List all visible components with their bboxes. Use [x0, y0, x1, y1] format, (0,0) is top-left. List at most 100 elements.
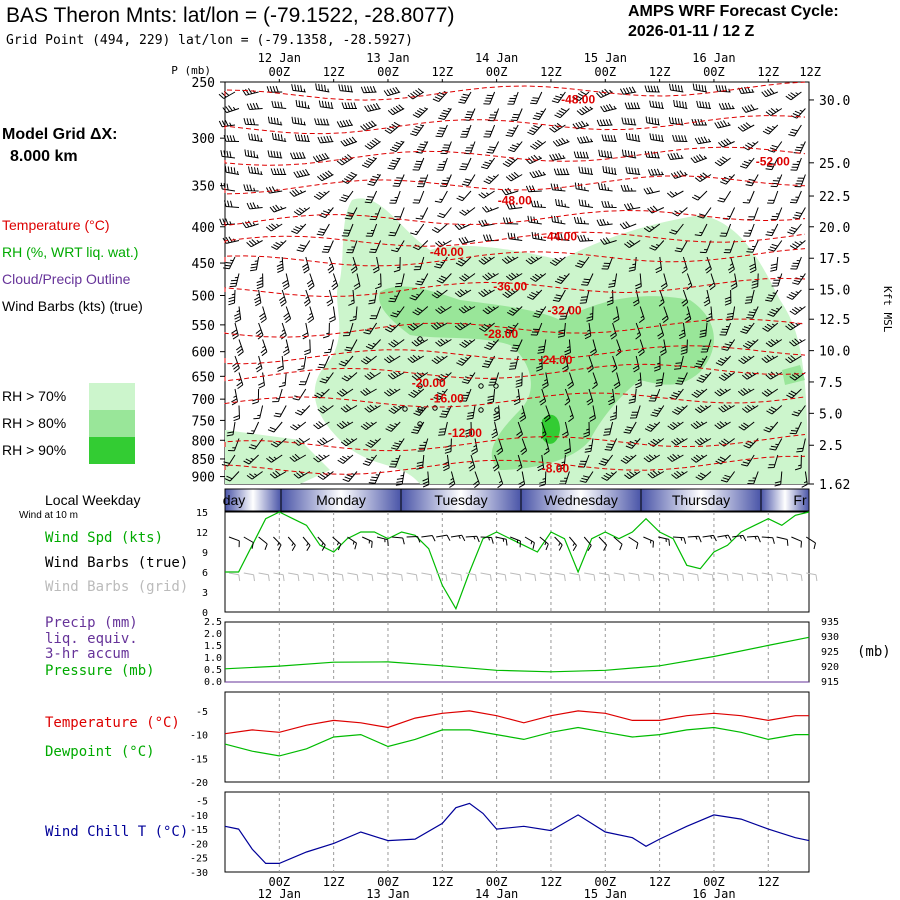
- panel-frame: [224, 791, 810, 873]
- wind-barb: [224, 471, 240, 482]
- wind-barb: [347, 536, 357, 550]
- isotherm-label: -8.00: [542, 461, 570, 475]
- wind-barb: [459, 388, 472, 402]
- wind-chill-tick-label: -30: [190, 868, 208, 879]
- wind-barb: [390, 306, 405, 318]
- wind-barb: [658, 289, 665, 307]
- wind-chill-tick-label: -20: [190, 839, 208, 850]
- wind-barb: [364, 103, 381, 112]
- top-time-tick-label: 12Z: [431, 65, 453, 79]
- wind-barb: [412, 107, 429, 118]
- wind-barb: [699, 240, 712, 254]
- wind-barb: [672, 536, 687, 544]
- wind-barb: [539, 471, 547, 487]
- wind-barb: [741, 404, 759, 413]
- wind-barb: [549, 256, 566, 266]
- top-time-tick-label: 00Z: [703, 65, 725, 79]
- wind-barb: [437, 207, 452, 219]
- pressure-tick-label: 850: [192, 453, 215, 468]
- isotherm-label: -52.00: [756, 155, 790, 169]
- top-time-tick-label: 12Z: [757, 65, 779, 79]
- wind-barb: [551, 91, 566, 104]
- wind-barb: [394, 273, 405, 288]
- wind-barb: [519, 405, 527, 422]
- wind-barb: [730, 273, 738, 290]
- wind-barb: [287, 536, 296, 551]
- wind-barb: [383, 86, 401, 97]
- wind-barb: [687, 572, 699, 582]
- wind-barb: [362, 572, 374, 582]
- wind-barb: [554, 273, 570, 284]
- wind-barb: [564, 438, 571, 455]
- top-date-label: 13 Jan: [366, 51, 409, 65]
- bottom-date-label: 16 Jan: [692, 887, 735, 900]
- bottom-time-tick-label: 00Z: [594, 875, 616, 889]
- wind-barb: [505, 124, 519, 137]
- wind-barb: [412, 306, 429, 316]
- wind-barb: [624, 240, 641, 249]
- wind-barb: [289, 188, 307, 197]
- wind-barb: [532, 108, 547, 121]
- wind-barb: [456, 190, 472, 202]
- wind-barb: [436, 273, 452, 284]
- wind-barb: [317, 437, 334, 446]
- wind-barb: [267, 421, 283, 433]
- wind-barb: [454, 223, 472, 231]
- wind-barb: [791, 572, 803, 582]
- height-tick-label: 10.0: [819, 345, 850, 360]
- isotherm-line: [224, 209, 806, 227]
- wind-barb: [551, 215, 566, 225]
- wind-barb: [459, 157, 472, 171]
- wind-barb: [592, 372, 598, 389]
- wind-barb: [290, 421, 307, 431]
- wind-barb: [794, 174, 806, 188]
- wind-barb: [598, 183, 613, 192]
- wind-barb: [584, 438, 594, 453]
- wind-barb: [243, 184, 259, 192]
- wind-barb: [723, 240, 736, 254]
- wind-barb: [387, 371, 405, 380]
- wind-barb: [790, 256, 802, 270]
- wind-barb: [655, 372, 665, 387]
- top-time-tick-label: 12Z: [649, 65, 671, 79]
- wind-barb: [557, 454, 566, 470]
- isotherm-line: [224, 115, 806, 135]
- cloud-outline-marker: [402, 406, 408, 412]
- wind-barb: [610, 322, 617, 340]
- wind-barb: [765, 223, 779, 237]
- wind-barb: [608, 273, 618, 288]
- wind-barb: [415, 141, 429, 154]
- wind-barb: [669, 388, 684, 400]
- wind-barb: [719, 322, 732, 336]
- wind-barb: [273, 536, 282, 551]
- precip-tick-label: 1.5: [204, 641, 222, 652]
- wind-barb: [637, 339, 645, 357]
- wind-barb: [242, 220, 259, 229]
- wind-barb: [743, 223, 755, 237]
- wind-barb: [258, 372, 265, 389]
- wind-barb: [496, 438, 504, 456]
- wind-barb: [480, 572, 492, 582]
- top-date-label: 15 Jan: [584, 51, 627, 65]
- wind-barb: [669, 83, 684, 93]
- wind-barb: [271, 100, 287, 109]
- wind-speed-tick-label: 15: [196, 508, 208, 519]
- wind-barb: [586, 306, 594, 322]
- wind-barb: [360, 355, 377, 365]
- wind-barb: [270, 168, 287, 175]
- wind-barb: [410, 223, 425, 236]
- wind-barb: [505, 171, 523, 182]
- wind-barb: [364, 371, 381, 380]
- wind-barb: [761, 572, 773, 582]
- temperature-label: Temperature (°C): [45, 715, 180, 731]
- wind-barb: [233, 306, 242, 323]
- wind-barb: [761, 536, 775, 544]
- wind-barb: [531, 231, 546, 241]
- pressure-tick-label: 400: [192, 221, 215, 236]
- wind-barb: [244, 149, 259, 159]
- wind-barb: [769, 438, 783, 451]
- wind-barb: [411, 421, 425, 434]
- wind-barb: [384, 322, 401, 333]
- wind-barb: [482, 272, 499, 281]
- wind-barb: [388, 339, 405, 348]
